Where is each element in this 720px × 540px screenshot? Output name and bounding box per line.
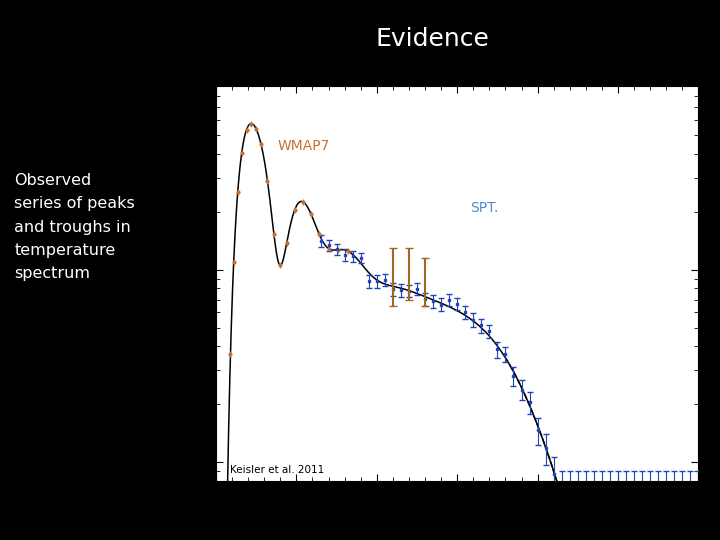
Text: WMAP7: WMAP7 — [277, 139, 330, 153]
Text: Observed
series of peaks
and troughs in
temperature
spectrum: Observed series of peaks and troughs in … — [14, 173, 135, 281]
Text: Evidence: Evidence — [375, 27, 489, 51]
Text: SPT.: SPT. — [470, 201, 498, 215]
X-axis label: $\ell$: $\ell$ — [454, 501, 461, 516]
Y-axis label: $\ell(\ell+1)C_\ell/2\pi \ [\mu K^2]$: $\ell(\ell+1)C_\ell/2\pi \ [\mu K^2]$ — [158, 230, 178, 337]
Text: Keisler et al. 2011: Keisler et al. 2011 — [230, 464, 325, 475]
